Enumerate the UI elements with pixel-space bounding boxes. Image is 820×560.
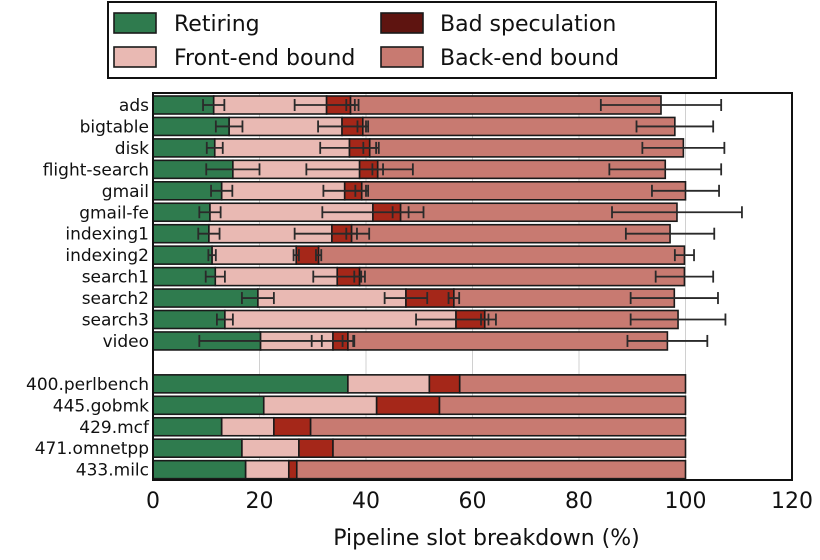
plot-frame: [152, 92, 793, 481]
x-tick-label: 20: [246, 489, 274, 514]
legend-swatch: [380, 46, 424, 68]
legend-label: Retiring: [174, 12, 260, 37]
y-tick-label: gmail-fe: [79, 203, 149, 223]
bar-segment: [350, 223, 671, 244]
bars: [152, 95, 687, 480]
bar-segment: [368, 138, 685, 158]
x-tick-label: 60: [459, 489, 487, 514]
bar-segment: [257, 288, 407, 308]
x-tick-label: 100: [665, 489, 707, 514]
bar-segment: [152, 245, 213, 265]
x-tick-label: 40: [352, 489, 380, 514]
bar-segment: [347, 374, 431, 394]
legend-swatch: [380, 12, 424, 34]
bar-segment: [375, 395, 441, 416]
y-tick-label: indexing2: [65, 246, 149, 266]
x-tick-label: 80: [565, 489, 593, 514]
y-tick-label: search1: [82, 268, 149, 288]
y-tick-label: gmail: [102, 182, 149, 202]
y-tick-label: search2: [82, 289, 149, 309]
y-tick-label: search3: [82, 311, 149, 331]
bar-segment: [287, 459, 298, 480]
bar-segment: [152, 459, 247, 480]
x-tick-label: 0: [146, 489, 160, 514]
bar-segment: [273, 416, 312, 437]
bar-segment: [211, 245, 298, 265]
bar-segment: [241, 438, 300, 459]
y-tick-label: 471.omnetpp: [35, 439, 149, 459]
y-tick-label: video: [103, 332, 149, 352]
x-axis-label: Pipeline slot breakdown (%): [333, 526, 639, 551]
bar-segment: [152, 309, 226, 330]
bar-segment: [458, 374, 687, 394]
bar-segment: [360, 181, 687, 201]
bar-segment: [295, 459, 687, 480]
legend-swatch: [113, 12, 157, 34]
bar-segment: [428, 374, 461, 394]
bar-segment: [262, 395, 378, 416]
bar-segment: [152, 374, 349, 394]
legend-label: Front-end bound: [174, 46, 355, 71]
bar-segment: [152, 416, 223, 437]
y-tick-label: 429.mcf: [79, 418, 150, 438]
legend-swatch: [113, 46, 157, 68]
legend: Retiring Bad speculation Front-end bound Ba…: [107, 1, 717, 79]
bar-segment: [298, 438, 334, 459]
bar-segment: [362, 116, 676, 137]
y-tick-labels: adsbigtablediskflight-searchgmailgmail-f…: [26, 96, 150, 481]
x-tick-labels: 0 20 40 60 80 100 120: [146, 489, 813, 514]
error-bars: [197, 99, 743, 347]
bar-segment: [332, 438, 687, 459]
y-tick-label: flight-search: [43, 160, 149, 180]
y-tick-label: 445.gobmk: [53, 396, 149, 416]
legend-label: Bad speculation: [440, 12, 616, 37]
y-tick-label: ads: [119, 96, 149, 116]
bar-segment: [152, 438, 243, 459]
bar-segment: [438, 395, 687, 416]
y-tick-label: indexing1: [65, 225, 149, 245]
bar-segment: [317, 245, 686, 265]
bar-segment: [152, 138, 216, 158]
bar-segment: [309, 416, 687, 437]
y-tick-label: 400.perlbench: [26, 375, 149, 395]
y-tick-label: 433.milc: [76, 461, 149, 481]
bar-segment: [220, 416, 275, 437]
y-tick-label: disk: [115, 139, 149, 159]
bar-segment: [358, 266, 686, 287]
bar-segment: [347, 331, 669, 351]
x-tick-label: 120: [771, 489, 813, 514]
bar-segment: [152, 395, 265, 416]
y-tick-label: bigtable: [80, 117, 149, 137]
legend-label: Back-end bound: [440, 46, 619, 71]
bar-segment: [244, 459, 290, 480]
